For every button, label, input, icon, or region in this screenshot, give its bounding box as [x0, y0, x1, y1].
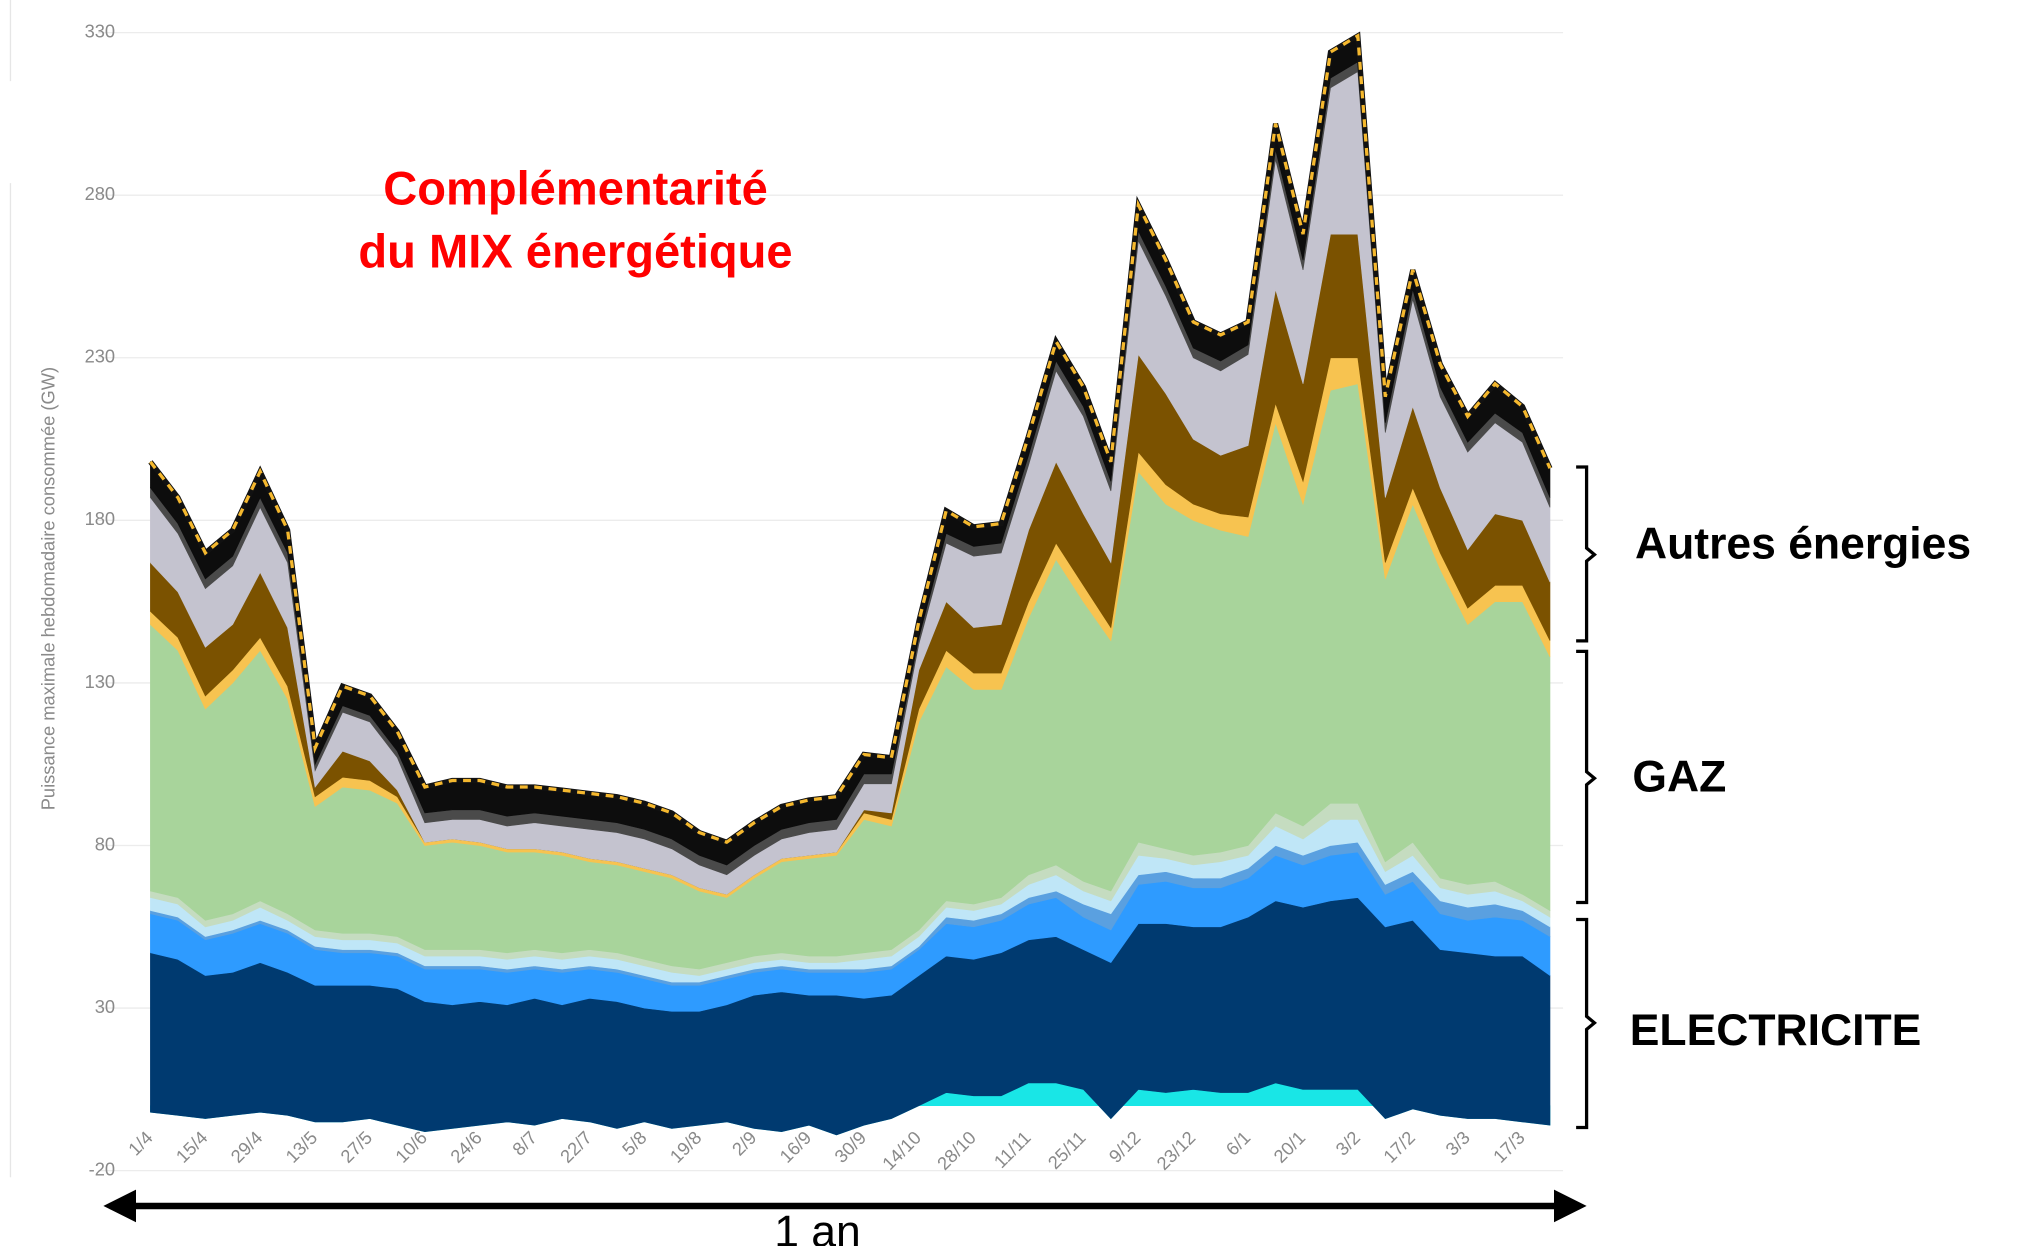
y-tick-label: 30 — [95, 996, 115, 1017]
x-tick-label: 20/1 — [1269, 1127, 1309, 1167]
x-tick-label: 8/7 — [508, 1127, 541, 1160]
bracket — [1576, 465, 1597, 643]
y-tick-label: 330 — [85, 20, 116, 41]
x-tick-label: 5/8 — [618, 1127, 651, 1160]
x-tick-label: 25/11 — [1043, 1127, 1089, 1173]
y-tick-label: 230 — [85, 346, 116, 367]
y-tick-label: -20 — [89, 1158, 115, 1179]
x-tick-label: 22/7 — [556, 1127, 596, 1167]
x-tick-label: 11/11 — [990, 1127, 1035, 1172]
x-tick-label: 17/3 — [1489, 1127, 1529, 1167]
x-tick-label: 6/1 — [1222, 1127, 1255, 1160]
x-tick-label: 28/10 — [933, 1127, 980, 1174]
areas — [148, 31, 1553, 1136]
x-tick-label: 10/6 — [391, 1127, 431, 1167]
x-tick-label: 29/4 — [226, 1127, 266, 1167]
y-axis-label: Puissance maximale hebdomadaire consommé… — [38, 367, 59, 810]
y-tick-label: 80 — [95, 833, 115, 854]
chart-title: Complémentarité — [383, 162, 768, 215]
x-tick-label: 3/3 — [1441, 1127, 1474, 1160]
y-tick-label: 130 — [85, 671, 116, 692]
x-tick-label: 23/12 — [1152, 1127, 1199, 1174]
period-label: 1 an — [774, 1207, 861, 1246]
x-tick-label: 9/12 — [1105, 1127, 1145, 1167]
x-tick-label: 17/2 — [1379, 1127, 1419, 1167]
x-tick-label: 1/4 — [124, 1127, 157, 1160]
x-tick-label: 27/5 — [336, 1127, 376, 1167]
x-tick-label: 16/9 — [775, 1127, 815, 1167]
group-label: ELECTRICITE — [1630, 1006, 1922, 1055]
x-tick-label: 15/4 — [172, 1127, 212, 1167]
group-label: GAZ — [1632, 752, 1726, 801]
y-tick-label: 280 — [85, 183, 116, 204]
total-outline — [149, 33, 1552, 845]
x-tick-label: 2/9 — [728, 1127, 761, 1160]
x-tick-label: 13/5 — [281, 1127, 321, 1167]
x-tick-label: 24/6 — [446, 1127, 486, 1167]
chart-title: du MIX énergétique — [358, 225, 792, 278]
bracket — [1576, 917, 1597, 1130]
x-tick-label: 3/2 — [1331, 1127, 1364, 1160]
x-tick-label: 19/8 — [665, 1127, 705, 1167]
bracket — [1576, 649, 1597, 905]
x-tick-label: 14/10 — [878, 1127, 925, 1174]
group-label: Autres énergies — [1635, 519, 1971, 568]
y-tick-label: 180 — [85, 508, 116, 529]
